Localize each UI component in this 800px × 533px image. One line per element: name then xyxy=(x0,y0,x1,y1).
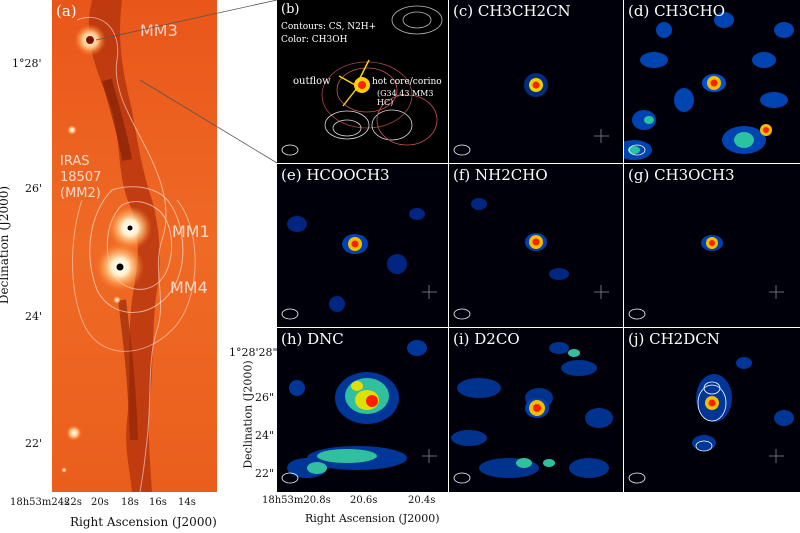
ra-tick-z-1: 18h53m20.8s xyxy=(262,495,331,506)
ra-tick-a-2: 22s xyxy=(64,497,82,508)
ra-tick-z-3: 20.4s xyxy=(408,495,436,506)
dec-tick-z-4: 22" xyxy=(255,467,275,480)
dec-tick-a-3: 24' xyxy=(25,310,43,323)
panel-j: (j) CH2DCN xyxy=(624,328,800,492)
dec-axis-title-z: Declination (J2000) xyxy=(241,360,255,469)
panel-b-outflow-label: outflow xyxy=(293,76,331,87)
dec-tick-a-1: 1°28' xyxy=(12,57,42,70)
panel-b-hotcore-label: hot core/corino xyxy=(372,77,442,87)
panel-j-label: (j) CH2DCN xyxy=(628,330,720,348)
iras-label-line2: 18507 xyxy=(60,170,102,185)
dec-tick-z-1: 1°28'28" xyxy=(229,346,278,359)
panel-a-image: (a) MM3 MM1 MM4 IRAS 18507 (MM2) xyxy=(52,0,217,492)
panel-e: (e) HCOOCH3 xyxy=(277,164,448,327)
ra-axis-title-a: Right Ascension (J2000) xyxy=(70,515,217,529)
dec-tick-a-4: 22' xyxy=(25,437,43,450)
panel-b-label: (b) xyxy=(281,2,300,17)
panel-a-label: (a) xyxy=(56,2,77,20)
ra-tick-z-2: 20.6s xyxy=(350,495,378,506)
iras-label-line1: IRAS xyxy=(60,154,90,169)
dec-tick-a-2: 26' xyxy=(25,182,43,195)
dec-tick-z-2: 26" xyxy=(255,391,275,404)
panel-g-label: (g) CH3OCH3 xyxy=(628,166,735,184)
ra-tick-a-4: 18s xyxy=(121,497,139,508)
mm1-label: MM1 xyxy=(172,222,210,241)
panel-c-label: (c) CH3CH2CN xyxy=(453,2,571,20)
panel-b-hotcore-sub: (G34.43 MM3 HC) xyxy=(377,89,434,107)
ra-tick-a-6: 14s xyxy=(178,497,196,508)
panel-f: (f) NH2CHO xyxy=(449,164,623,327)
panel-c: (c) CH3CH2CN xyxy=(449,0,623,163)
dec-tick-z-3: 24" xyxy=(255,429,275,442)
panel-d-label: (d) CH3CHO xyxy=(628,2,726,20)
panel-e-label: (e) HCOOCH3 xyxy=(281,166,390,184)
panel-f-label: (f) NH2CHO xyxy=(453,166,548,184)
ra-tick-a-1: 18h53m24s xyxy=(10,497,70,508)
panel-h-label: (h) DNC xyxy=(281,330,344,348)
panel-d: (d) CH3CHO xyxy=(624,0,800,163)
panel-h: (h) DNC xyxy=(277,328,448,492)
mm3-label: MM3 xyxy=(140,21,178,40)
panel-i-label: (i) D2CO xyxy=(453,330,520,348)
ra-tick-a-5: 16s xyxy=(149,497,167,508)
ra-axis-title-z: Right Ascension (J2000) xyxy=(305,512,440,525)
panel-b: (b) Contours: CS, N2H+ Color: CH3OH outf… xyxy=(277,0,448,163)
iras-label-line3: (MM2) xyxy=(60,186,101,201)
panel-b-legend-1: Contours: CS, N2H+ xyxy=(281,22,377,32)
panel-i: (i) D2CO xyxy=(449,328,623,492)
ra-tick-a-3: 20s xyxy=(91,497,109,508)
panel-g: (g) CH3OCH3 xyxy=(624,164,800,327)
dec-axis-title-a: Declination (J2000) xyxy=(0,185,12,305)
panel-b-legend-2: Color: CH3OH xyxy=(281,35,348,45)
mm4-label: MM4 xyxy=(170,278,208,297)
